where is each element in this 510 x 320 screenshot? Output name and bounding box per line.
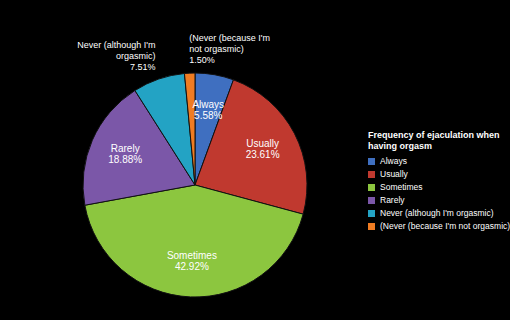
html-text:Rarely: Rarely <box>380 195 405 205</box>
svg-text:(Never (because I'mnot orgasmi: (Never (because I'mnot orgasmic)1.50% <box>189 33 270 65</box>
svg-text:Rarely18.88%: Rarely18.88% <box>108 143 142 165</box>
html-text:Always: Always <box>380 156 407 166</box>
svg-text:Never (although I'morgasmic)7.: Never (although I'morgasmic)7.51% <box>77 40 155 72</box>
html-text:Sometimes: Sometimes <box>380 182 423 192</box>
svg-text:Always5.58%: Always5.58% <box>192 99 224 121</box>
svg-text:Sometimes42.92%: Sometimes42.92% <box>167 250 217 272</box>
html-text:Frequency of ejaculation when: Frequency of ejaculation when having org… <box>368 130 500 151</box>
html-text:Never (although I'm orgasmic): Never (although I'm orgasmic) <box>380 208 494 218</box>
html-text:(Never (because I'm not orgasm: (Never (because I'm not orgasmic) <box>380 221 510 231</box>
svg-text:Usually23.61%: Usually23.61% <box>246 138 280 160</box>
html-text:Usually: Usually <box>380 169 408 179</box>
